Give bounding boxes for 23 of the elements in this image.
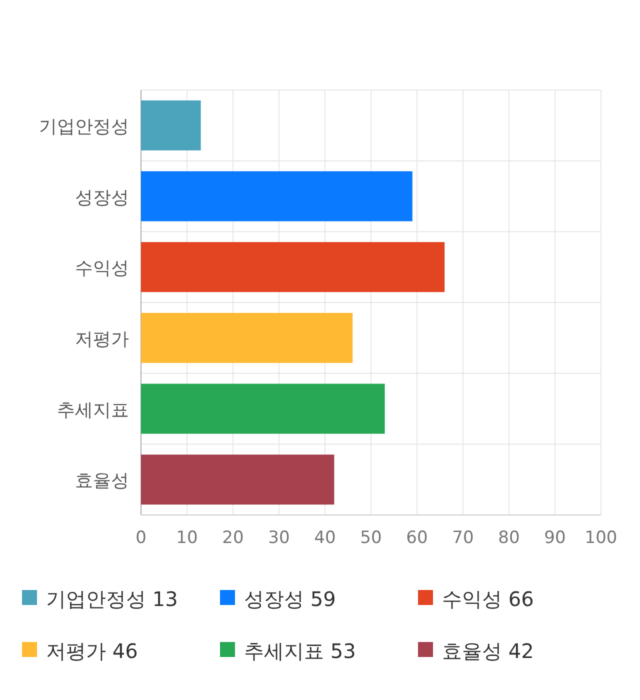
- legend-label: 기업안정성 13: [46, 587, 178, 611]
- y-tick-label: 저평가: [75, 328, 129, 350]
- legend-label: 추세지표 53: [244, 639, 356, 663]
- x-tick-label: 30: [268, 528, 290, 548]
- legend-label: 효율성 42: [442, 639, 534, 663]
- x-tick-label: 50: [360, 528, 382, 548]
- x-tick-label: 0: [136, 528, 146, 548]
- legend-label: 성장성 59: [244, 587, 336, 611]
- y-tick-label: 효율성: [75, 470, 129, 492]
- x-tick-label: 10: [176, 528, 198, 548]
- y-tick-label: 성장성: [75, 187, 129, 208]
- x-tick-label: 60: [406, 528, 428, 548]
- x-tick-label: 20: [222, 528, 244, 548]
- x-tick-label: 100: [584, 528, 618, 548]
- x-tick-label: 90: [544, 528, 566, 548]
- y-tick-label: 추세지표: [57, 400, 129, 421]
- legend-label: 저평가 46: [46, 639, 138, 663]
- x-tick-label: 70: [452, 528, 474, 548]
- x-tick-label: 80: [498, 528, 520, 548]
- y-tick-label: 수익성: [75, 258, 129, 280]
- y-tick-label: 기업안정성: [39, 116, 129, 138]
- legend-label: 수익성 66: [442, 587, 534, 611]
- x-tick-label: 40: [314, 528, 336, 548]
